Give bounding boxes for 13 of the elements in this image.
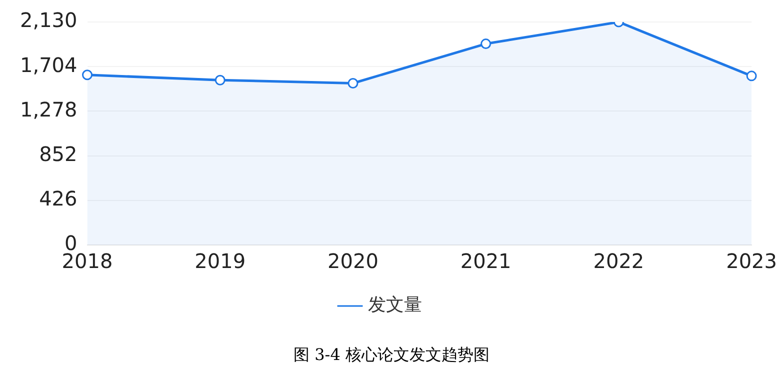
x-tick-label: 2019 [194, 249, 246, 274]
legend-label: 发文量 [368, 294, 422, 316]
x-tick-label: 2018 [62, 249, 113, 274]
caption: 图 3-4 核心论文发文趋势图 [292, 345, 490, 366]
x-tick-label: 2021 [460, 249, 512, 274]
y-tick-label: 426 [39, 186, 78, 211]
x-tick-label: 2022 [593, 249, 644, 274]
y-tick-label: 2,130 [20, 8, 78, 32]
x-tick-label: 2020 [328, 249, 378, 274]
y-tick-label: 1,704 [20, 52, 78, 77]
y-tick-label: 1,278 [20, 97, 78, 122]
y-tick-label: 852 [39, 142, 78, 166]
x-tick-label: 2023 [726, 249, 778, 274]
